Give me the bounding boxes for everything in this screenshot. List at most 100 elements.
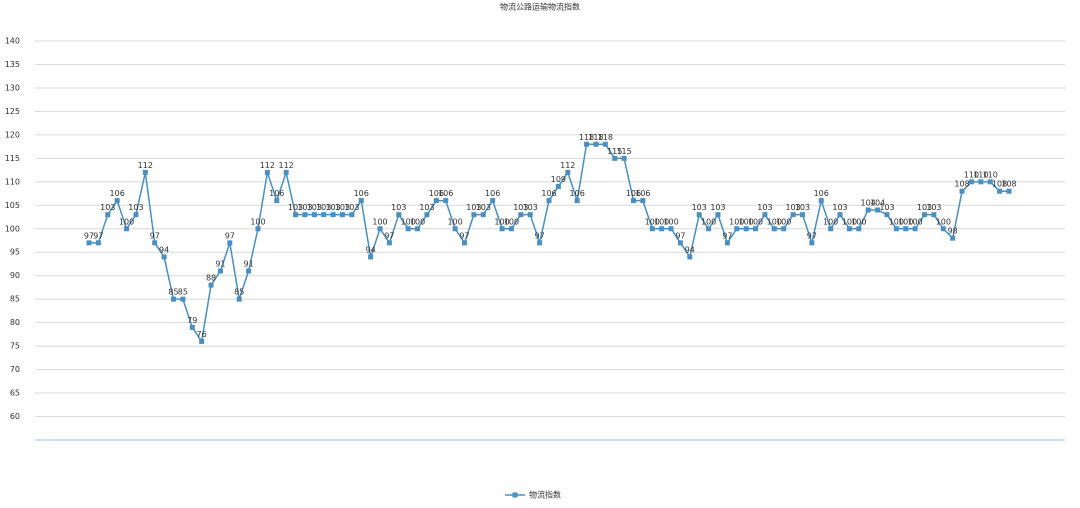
point-marker <box>950 235 956 241</box>
data-label: 103 <box>419 203 434 212</box>
data-label: 85 <box>168 288 178 297</box>
y-tick-label: 130 <box>5 83 20 92</box>
data-label: 106 <box>438 189 453 198</box>
data-label: 100 <box>729 217 744 226</box>
data-label: 103 <box>917 203 932 212</box>
point-marker <box>396 212 402 218</box>
point-marker <box>809 240 815 246</box>
point-marker <box>499 226 505 232</box>
point-marker <box>546 198 552 204</box>
point-marker <box>621 155 627 161</box>
point-marker <box>377 226 383 232</box>
point-marker <box>86 240 92 246</box>
point-marker <box>630 198 636 204</box>
point-marker <box>443 198 449 204</box>
point-marker <box>255 226 261 232</box>
data-label: 100 <box>119 217 134 226</box>
point-marker <box>302 212 308 218</box>
point-marker <box>659 226 665 232</box>
point-marker <box>124 226 130 232</box>
point-marker <box>677 240 683 246</box>
data-label: 103 <box>466 203 481 212</box>
point-marker <box>743 226 749 232</box>
y-tick-label: 120 <box>5 130 20 139</box>
data-label: 94 <box>685 245 695 254</box>
point-marker <box>640 198 646 204</box>
data-label: 108 <box>954 180 969 189</box>
data-label: 100 <box>504 217 519 226</box>
point-marker <box>762 212 768 218</box>
point-marker <box>339 212 345 218</box>
data-label: 103 <box>316 203 331 212</box>
point-marker <box>95 240 101 246</box>
data-label: 112 <box>138 161 153 170</box>
point-marker <box>584 141 590 147</box>
data-label: 91 <box>243 260 253 269</box>
data-label: 97 <box>225 231 235 240</box>
point-marker <box>715 212 721 218</box>
data-label: 103 <box>335 203 350 212</box>
point-marker <box>293 212 299 218</box>
point-marker <box>612 155 618 161</box>
point-marker <box>602 141 608 147</box>
point-marker <box>274 198 280 204</box>
data-label: 104 <box>861 198 876 207</box>
point-marker <box>480 212 486 218</box>
point-marker <box>781 226 787 232</box>
point-marker <box>321 212 327 218</box>
data-label: 100 <box>663 217 678 226</box>
point-marker <box>856 226 862 232</box>
data-label: 97 <box>675 231 685 240</box>
data-label: 100 <box>823 217 838 226</box>
data-label: 103 <box>692 203 707 212</box>
data-label: 100 <box>842 217 857 226</box>
point-marker <box>358 198 364 204</box>
data-label: 103 <box>785 203 800 212</box>
data-label: 104 <box>870 198 885 207</box>
point-marker <box>875 207 881 213</box>
data-label: 103 <box>288 203 303 212</box>
data-label: 103 <box>710 203 725 212</box>
data-label: 100 <box>494 217 509 226</box>
data-label: 100 <box>898 217 913 226</box>
point-marker <box>386 240 392 246</box>
point-marker <box>696 212 702 218</box>
data-label: 112 <box>279 161 294 170</box>
y-tick-label: 70 <box>10 365 20 374</box>
data-label: 103 <box>926 203 941 212</box>
data-label: 97 <box>84 231 94 240</box>
point-marker <box>236 296 242 302</box>
data-label: 106 <box>570 189 585 198</box>
point-marker <box>452 226 458 232</box>
chart-title: 物流公路运输物流指数 <box>500 2 580 12</box>
point-marker <box>1006 188 1012 194</box>
data-label: 103 <box>100 203 115 212</box>
data-label: 100 <box>372 217 387 226</box>
point-marker <box>208 282 214 288</box>
y-tick-label: 60 <box>10 412 20 421</box>
point-marker <box>668 226 674 232</box>
point-marker <box>349 212 355 218</box>
data-label: 100 <box>645 217 660 226</box>
data-label: 106 <box>354 189 369 198</box>
data-label: 85 <box>234 288 244 297</box>
point-marker <box>771 226 777 232</box>
y-tick-label: 115 <box>5 154 20 163</box>
y-tick-label: 110 <box>5 177 20 186</box>
data-label: 94 <box>159 245 169 254</box>
point-marker <box>415 226 421 232</box>
data-label: 115 <box>607 147 622 156</box>
data-label: 106 <box>269 189 284 198</box>
data-label: 97 <box>807 231 817 240</box>
data-label: 106 <box>485 189 500 198</box>
data-label: 103 <box>307 203 322 212</box>
legend-label: 物流指数 <box>529 490 561 500</box>
data-label: 108 <box>1001 180 1016 189</box>
data-label: 109 <box>551 175 566 184</box>
data-label: 100 <box>410 217 425 226</box>
point-marker <box>170 296 176 302</box>
data-label: 106 <box>635 189 650 198</box>
data-label: 106 <box>110 189 125 198</box>
point-marker <box>865 207 871 213</box>
